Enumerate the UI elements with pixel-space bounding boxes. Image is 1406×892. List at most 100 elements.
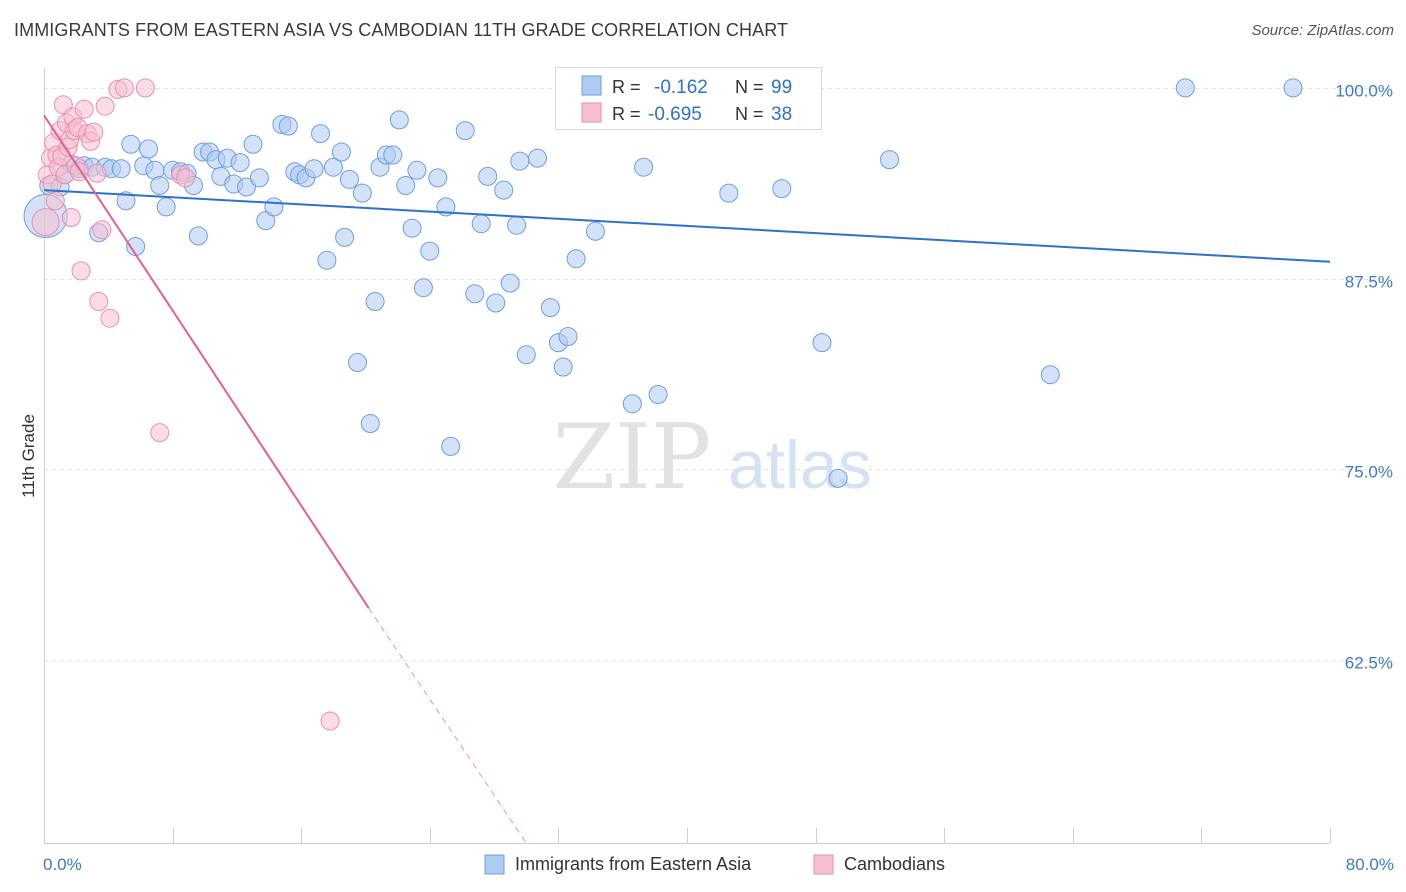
trend-line-cambodians-extrapolated xyxy=(368,607,527,844)
eastern-asia-point xyxy=(648,385,668,404)
eastern-asia-point xyxy=(494,180,514,200)
y-tick-label: 75.0% xyxy=(1345,463,1393,482)
eastern-asia-point xyxy=(500,273,520,293)
cambodian-point xyxy=(84,122,104,142)
eastern-asia-point xyxy=(566,249,586,269)
eastern-asia-point xyxy=(441,436,461,456)
trend-lines xyxy=(43,114,1331,844)
stats-r-label-pink: R = xyxy=(612,104,641,124)
eastern-asia-point xyxy=(1040,365,1060,385)
trend-line-cambodians xyxy=(43,114,370,609)
cambodian-point xyxy=(74,99,94,119)
x-tick-label-max: 80.0% xyxy=(1346,855,1394,874)
eastern-asia-point xyxy=(1283,78,1303,98)
stats-r-value-pink: -0.695 xyxy=(648,104,702,125)
stats-r-value-blue: -0.162 xyxy=(654,77,708,98)
eastern-asia-point xyxy=(478,166,498,186)
eastern-asia-point xyxy=(407,160,427,180)
eastern-asia-point xyxy=(323,157,343,177)
stats-n-value-blue: 99 xyxy=(771,77,792,98)
eastern-asia-point xyxy=(156,197,176,217)
eastern-asia-point xyxy=(352,183,372,203)
eastern-asia-point xyxy=(304,159,324,179)
cambodian-point xyxy=(150,423,170,443)
cambodian-point xyxy=(61,208,81,227)
eastern-asia-point xyxy=(188,226,208,246)
eastern-asia-point xyxy=(331,142,351,162)
eastern-asia-point xyxy=(558,327,578,346)
eastern-asia-point xyxy=(365,292,385,311)
eastern-asia-point xyxy=(396,176,416,195)
eastern-asia-point xyxy=(249,168,269,188)
stats-legend: R = -0.162 N = 99 R = -0.695 N = 38 xyxy=(555,67,822,130)
series-cambodians-points xyxy=(31,78,340,731)
stats-n-value-pink: 38 xyxy=(771,104,792,125)
stats-n-label-blue: N = xyxy=(735,77,764,97)
cambodian-point xyxy=(95,96,115,116)
legend-label-eastern-asia: Immigrants from Eastern Asia xyxy=(515,854,752,874)
source-credit: Source: ZipAtlas.com xyxy=(1251,22,1394,39)
eastern-asia-point xyxy=(553,357,573,377)
eastern-asia-point xyxy=(719,183,739,203)
cambodian-point xyxy=(100,308,120,328)
eastern-asia-point xyxy=(230,153,250,173)
eastern-asia-point xyxy=(471,214,491,234)
watermark-atlas: atlas xyxy=(728,427,872,503)
eastern-asia-point xyxy=(540,298,560,318)
eastern-asia-point xyxy=(121,134,141,154)
eastern-asia-point xyxy=(360,414,380,433)
eastern-asia-point xyxy=(116,191,136,211)
eastern-asia-point xyxy=(150,176,170,195)
eastern-asia-point xyxy=(812,333,832,353)
eastern-asia-point xyxy=(465,284,485,304)
eastern-asia-point xyxy=(413,278,433,298)
eastern-asia-point xyxy=(402,218,422,238)
eastern-asia-point xyxy=(510,151,530,171)
stats-n-label-pink: N = xyxy=(735,104,764,124)
cambodian-point xyxy=(114,78,134,98)
eastern-asia-point xyxy=(828,468,848,488)
eastern-asia-point xyxy=(622,394,642,414)
eastern-asia-point xyxy=(528,148,547,168)
cambodian-point xyxy=(31,208,60,237)
eastern-asia-point xyxy=(516,345,536,365)
eastern-asia-point xyxy=(428,168,448,188)
series-legend: Immigrants from Eastern Asia Cambodians xyxy=(484,854,945,875)
eastern-asia-point xyxy=(335,227,355,247)
eastern-asia-point xyxy=(278,116,298,136)
legend-swatch-eastern-asia xyxy=(484,854,505,875)
eastern-asia-point xyxy=(389,110,409,130)
eastern-asia-point xyxy=(507,215,527,235)
cambodian-point xyxy=(87,163,107,183)
eastern-asia-point xyxy=(339,169,359,189)
cambodian-point xyxy=(92,220,112,240)
eastern-asia-point xyxy=(311,124,330,144)
cambodian-point xyxy=(135,78,155,98)
cambodian-point xyxy=(89,292,109,311)
cambodian-point xyxy=(45,191,65,211)
eastern-asia-point xyxy=(880,150,899,170)
eastern-asia-point xyxy=(772,179,792,199)
stats-swatch-blue xyxy=(581,75,602,96)
eastern-asia-point xyxy=(383,145,403,165)
chart-title: IMMIGRANTS FROM EASTERN ASIA VS CAMBODIA… xyxy=(14,20,789,40)
y-tick-label: 100.0% xyxy=(1335,82,1393,101)
eastern-asia-point xyxy=(1175,78,1195,98)
gridlines xyxy=(44,88,1392,661)
cambodian-point xyxy=(71,261,91,281)
stats-swatch-pink xyxy=(581,102,602,123)
cambodian-point xyxy=(320,711,340,731)
watermark: ZIP atlas xyxy=(553,405,872,510)
cambodian-point xyxy=(176,168,195,188)
legend-swatch-cambodians xyxy=(813,854,834,875)
watermark-zip: ZIP xyxy=(553,405,712,510)
eastern-asia-point xyxy=(243,134,263,154)
eastern-asia-point xyxy=(348,353,367,372)
y-axis-tick-labels: 62.5% 75.0% 87.5% 100.0% xyxy=(1335,82,1393,673)
eastern-asia-point xyxy=(264,197,284,217)
y-axis-label: 11th Grade xyxy=(19,414,38,498)
eastern-asia-point xyxy=(237,177,256,197)
x-tick-label-min: 0.0% xyxy=(43,855,82,874)
eastern-asia-point xyxy=(486,293,506,313)
